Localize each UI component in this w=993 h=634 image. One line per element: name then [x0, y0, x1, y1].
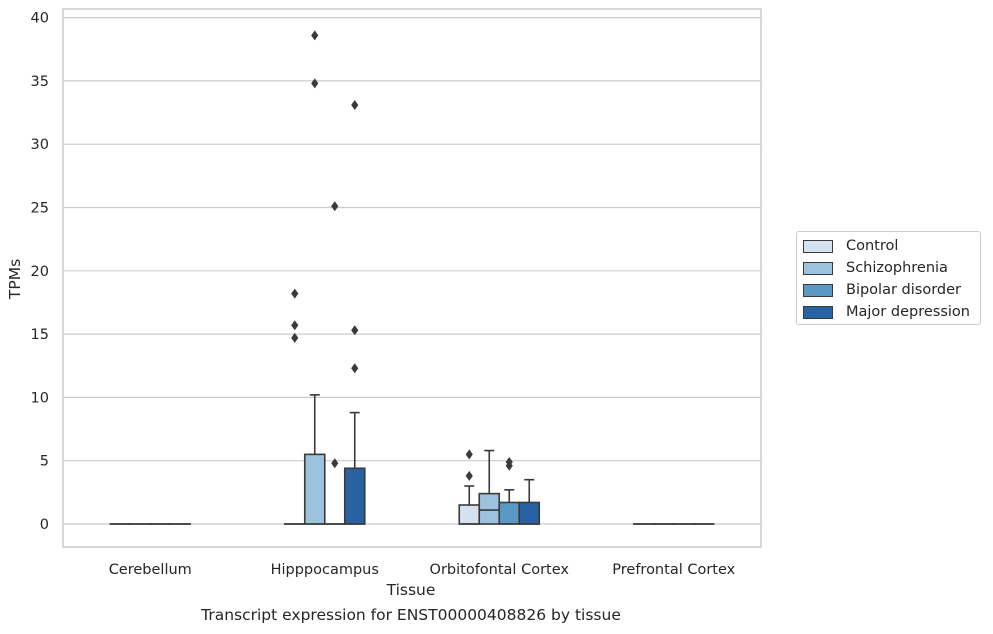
y-tick-label: 35 — [31, 74, 49, 90]
box-group — [478, 449, 501, 525]
legend-item-schizophrenia: Schizophrenia — [803, 259, 948, 277]
outlier-point — [291, 320, 299, 331]
y-axis-label: TPMs — [6, 259, 24, 300]
box — [498, 501, 521, 525]
box-plot-marks — [109, 30, 715, 525]
legend-label-schizophrenia: Schizophrenia — [846, 260, 948, 276]
box-group — [303, 30, 326, 525]
box-group — [323, 201, 346, 525]
x-axis-label: Tissue — [386, 581, 436, 599]
box — [303, 453, 326, 525]
legend-swatch-schizophrenia — [803, 261, 833, 275]
y-tick-label: 25 — [31, 201, 49, 217]
outlier-point — [465, 449, 473, 460]
outlier-point — [331, 201, 339, 212]
legend: Control Schizophrenia Bipolar disorder M… — [796, 231, 981, 325]
legend-label-bipolar-disorder: Bipolar disorder — [846, 282, 961, 298]
outlier-point — [331, 458, 339, 469]
x-tick-label: Prefrontal Cortex — [612, 562, 735, 578]
outlier-point — [291, 288, 299, 299]
legend-swatch-control — [803, 239, 833, 253]
box-group — [458, 449, 481, 525]
box — [478, 492, 501, 525]
outlier-point — [351, 363, 359, 374]
x-tick-label: Cerebellum — [109, 562, 192, 578]
y-tick-label: 0 — [40, 517, 49, 533]
grid-lines — [63, 17, 761, 525]
outlier-point — [505, 460, 513, 471]
x-axis-ticks: Cerebellum Hipppocampus Orbitofontal Corte… — [109, 562, 736, 578]
legend-swatch-bipolar-disorder — [803, 283, 833, 297]
outlier-point — [465, 470, 473, 481]
y-tick-label: 10 — [31, 390, 49, 406]
box-group — [283, 288, 306, 525]
box-group — [518, 478, 541, 525]
y-tick-label: 40 — [31, 11, 49, 27]
outlier-point — [291, 332, 299, 343]
box — [458, 504, 481, 525]
legend-item-control: Control — [803, 237, 898, 255]
box — [343, 467, 366, 525]
legend-swatch-major-depression — [803, 305, 833, 319]
y-tick-label: 20 — [31, 264, 49, 280]
y-axis-ticks: 0 5 10 15 20 25 30 35 40 — [31, 11, 49, 533]
outlier-point — [351, 325, 359, 336]
box — [518, 501, 541, 525]
box-group — [498, 456, 521, 525]
legend-label-control: Control — [846, 238, 899, 254]
legend-item-bipolar-disorder: Bipolar disorder — [803, 281, 961, 299]
y-tick-label: 30 — [31, 137, 49, 153]
x-tick-label: Hipppocampus — [271, 562, 379, 578]
legend-label-major-depression: Major depression — [846, 304, 970, 320]
plot-frame — [62, 8, 762, 548]
outlier-point — [351, 99, 359, 110]
outlier-point — [311, 78, 319, 89]
chart-title: Transcript expression for ENST0000040882… — [201, 606, 621, 624]
y-tick-label: 15 — [31, 327, 49, 343]
x-tick-label: Orbitofontal Cortex — [430, 562, 570, 578]
box-group — [343, 99, 366, 525]
y-tick-label: 5 — [40, 454, 49, 470]
legend-item-major-depression: Major depression — [803, 303, 970, 321]
outlier-point — [311, 30, 319, 41]
